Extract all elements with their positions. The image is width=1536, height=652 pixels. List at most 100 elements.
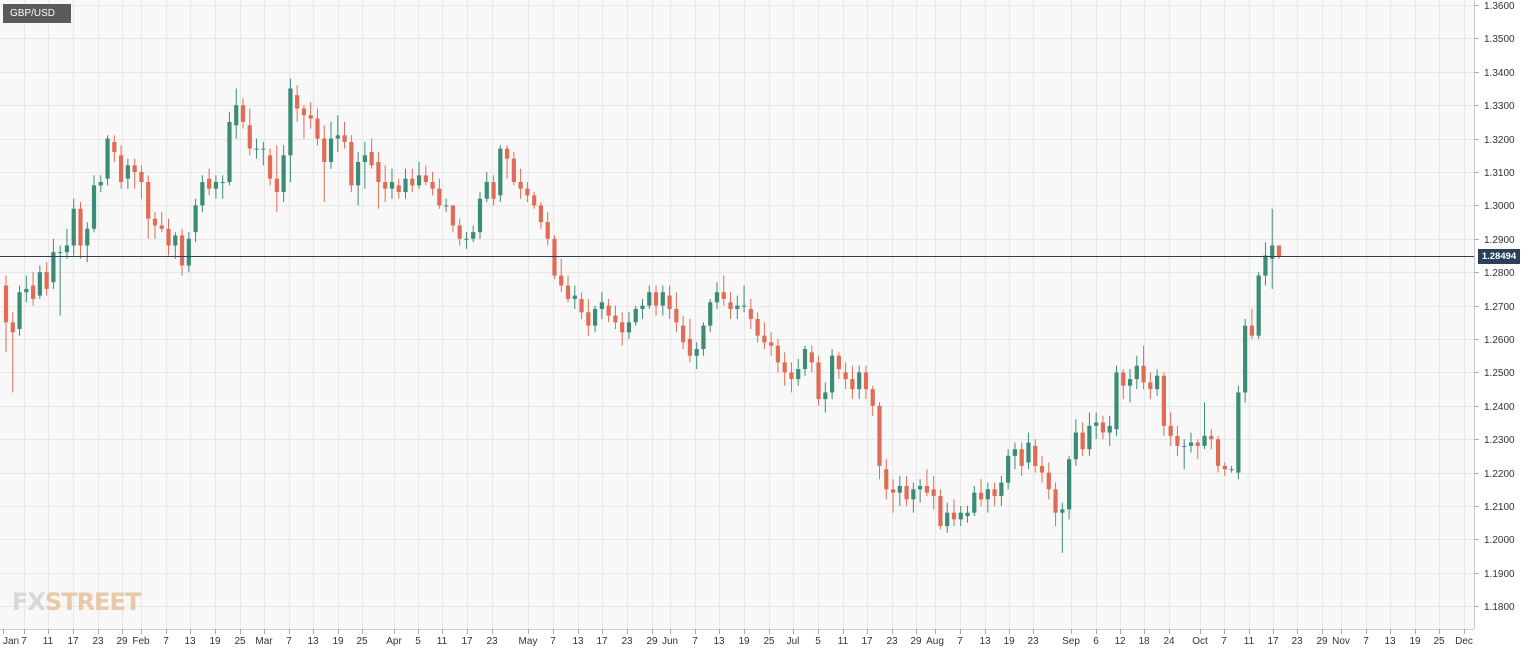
candle xyxy=(403,168,408,199)
candle xyxy=(112,135,117,162)
candle xyxy=(30,272,36,306)
candle-body xyxy=(538,205,544,223)
x-tick-label: Mar xyxy=(255,636,273,647)
candle-body xyxy=(694,349,699,356)
x-tick-label: 7 xyxy=(1221,636,1227,647)
candle-body xyxy=(978,492,984,500)
candle-body xyxy=(1033,445,1038,466)
candle-body xyxy=(945,512,950,527)
candle-body xyxy=(1249,325,1255,336)
candle-body xyxy=(931,489,936,496)
candle xyxy=(1236,385,1241,480)
candle xyxy=(626,312,632,339)
candle xyxy=(152,212,158,239)
candle xyxy=(227,111,232,186)
candle xyxy=(342,121,347,149)
candle-body xyxy=(1121,372,1126,386)
candle xyxy=(972,485,977,517)
candle xyxy=(755,312,760,343)
candle-body xyxy=(247,125,252,149)
candle xyxy=(701,322,706,356)
candle xyxy=(985,482,990,513)
candle xyxy=(741,285,747,313)
candle-body xyxy=(1080,432,1085,450)
x-tick-label: 13 xyxy=(1384,636,1396,647)
candle xyxy=(308,101,313,129)
candle-body xyxy=(559,275,564,286)
candle xyxy=(687,318,692,363)
x-tick-label: 7 xyxy=(957,636,963,647)
candle-body xyxy=(660,292,665,306)
candle xyxy=(1127,369,1133,403)
y-tick-label: 1.2000 xyxy=(1484,535,1515,546)
candle xyxy=(951,499,957,527)
candle xyxy=(775,339,781,373)
candle xyxy=(281,145,286,203)
x-tick-label: 13 xyxy=(713,636,725,647)
candle xyxy=(829,349,835,400)
candle xyxy=(708,298,713,333)
x-tick-label: 11 xyxy=(437,636,448,647)
candle-body xyxy=(91,185,97,229)
candle-body xyxy=(396,185,401,193)
x-tick-label: 23 xyxy=(1027,636,1039,647)
candle-body xyxy=(1168,425,1173,436)
candle xyxy=(396,178,401,199)
candle-body xyxy=(186,238,191,266)
y-tick-label: 1.2300 xyxy=(1484,435,1515,446)
candle xyxy=(1087,412,1092,456)
candle-body xyxy=(1215,439,1221,466)
candle xyxy=(762,322,767,350)
x-tick-label: 17 xyxy=(861,636,873,647)
candle xyxy=(667,285,672,319)
candle xyxy=(444,198,449,213)
candle-body xyxy=(98,182,103,186)
candle xyxy=(179,228,185,276)
candle-body xyxy=(1148,382,1153,390)
x-tick-label: Dec xyxy=(1455,636,1473,647)
candle xyxy=(1229,465,1234,473)
candle xyxy=(1243,318,1248,403)
candle xyxy=(356,151,361,206)
y-tick-label: 1.3100 xyxy=(1484,168,1515,179)
candle-body xyxy=(207,178,212,189)
candle-body xyxy=(17,292,22,329)
candle xyxy=(173,232,178,259)
candle xyxy=(863,365,869,400)
candle-body xyxy=(1263,255,1268,276)
candle-body xyxy=(1229,469,1234,471)
candle-body xyxy=(10,322,15,333)
candle xyxy=(999,475,1004,506)
candle xyxy=(220,175,225,199)
candle-body xyxy=(498,148,503,196)
x-tick-label: Oct xyxy=(1192,636,1208,647)
candle-body xyxy=(748,308,753,319)
candle-body xyxy=(1222,465,1227,470)
candle xyxy=(51,238,56,289)
x-tick-label: Nov xyxy=(1332,636,1350,647)
candle xyxy=(328,121,334,169)
symbol-badge: GBP/USD xyxy=(3,4,71,23)
candle xyxy=(193,198,198,243)
candle xyxy=(850,365,855,400)
candle xyxy=(1033,439,1038,473)
candle xyxy=(437,178,442,209)
candle-body xyxy=(938,495,943,527)
candle xyxy=(64,228,70,259)
candle xyxy=(579,292,584,319)
x-tick-label: 7 xyxy=(163,636,169,647)
candle-body xyxy=(897,485,902,493)
candle xyxy=(884,459,889,500)
candle-body xyxy=(356,161,361,186)
candle xyxy=(498,145,503,203)
x-tick-label: 5 xyxy=(415,636,421,647)
candle-body xyxy=(389,182,395,189)
x-tick-label: 7 xyxy=(692,636,698,647)
candle xyxy=(606,298,611,323)
candle-body xyxy=(823,392,828,400)
x-tick-label: 29 xyxy=(910,636,922,647)
candle-body xyxy=(328,138,334,162)
candle-body xyxy=(1073,432,1078,460)
candle-body xyxy=(444,205,449,207)
